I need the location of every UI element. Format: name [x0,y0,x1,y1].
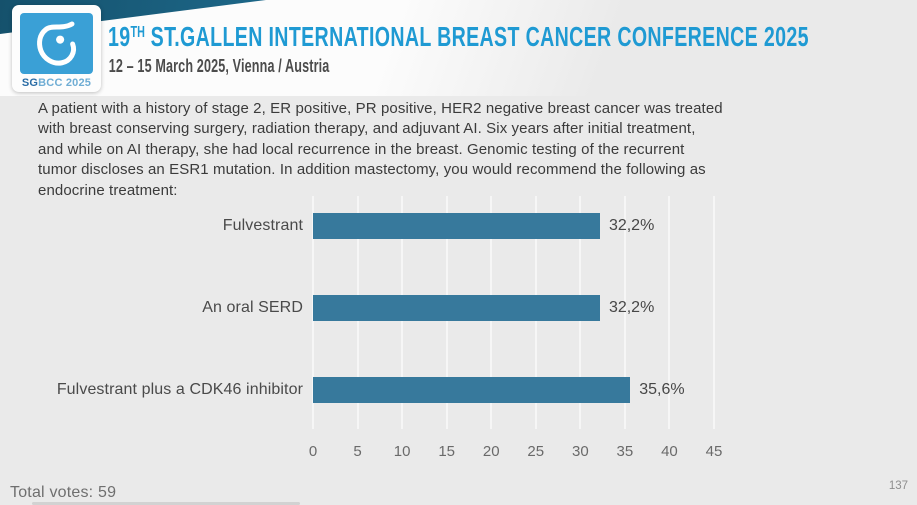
logo-text-rest: BCC 2025 [38,77,92,89]
x-axis-tick-label: 0 [308,443,318,460]
title-number: 19 [108,21,131,52]
conference-title: 19TH ST.GALLEN INTERNATIONAL BREAST CANC… [108,21,809,53]
category-label-fulvestrant: Fulvestrant [222,217,303,234]
conference-header: SGBCC 2025 19TH ST.GALLEN INTERNATIONAL … [0,0,917,96]
gridline [668,196,671,429]
slide-page-number: 137 [888,480,908,492]
chart-bar-fulvestrant [313,213,600,239]
logo-text-sg: SG [21,77,39,89]
x-axis-tick-label: 20 [482,443,500,460]
total-votes-label: Total votes: 59 [10,484,117,501]
chart-bar-an-oral-serd [313,295,600,321]
value-label-an-oral-serd: 32,2% [608,299,655,316]
gridline [713,196,715,429]
x-axis-tick-label: 15 [438,443,455,460]
x-axis-tick-label: 5 [353,443,362,460]
title-block: 19TH ST.GALLEN INTERNATIONAL BREAST CANC… [108,21,809,77]
x-axis-tick-label: 40 [661,443,678,460]
plot-area: 0 5 10 15 20 25 30 35 40 45 32,2% 32,2% 35,6% [309,196,722,460]
x-axis-tick-label: 25 [527,443,545,460]
sgbcc-logo: SGBCC 2025 [12,5,101,92]
x-axis-tick-label: 35 [616,443,634,460]
x-axis-tick-label: 30 [571,443,589,460]
gridline [623,196,626,429]
title-text: ST.GALLEN INTERNATIONAL BREAST CANCER CO… [144,21,809,52]
category-label-fulvestrant-plus-a-cdk46-inhibitor: Fulvestrant plus a CDK46 inhibitor [56,381,303,398]
white-diagonal-wedge [0,0,917,96]
x-axis-tick-label: 45 [705,443,723,460]
bottom-cutoff-line [32,502,300,505]
sgbcc-logo-label: SGBCC 2025 [12,77,101,89]
chart-bar-fulvestrant-plus-a-cdk46-inhibitor [313,377,631,403]
sgbcc-breast-icon [20,13,93,74]
category-label-an-oral-serd: An oral SERD [202,299,303,316]
title-superscript: TH [130,24,145,41]
conference-dates: 12 – 15 March 2025, Vienna / Austria [108,56,330,76]
value-label-fulvestrant: 32,2% [608,217,655,234]
poll-results-chart: 0 5 10 15 20 25 30 35 40 45 32,2% 32,2% 35,6% Fulves… [0,196,917,476]
value-label-fulvestrant-plus-a-cdk46-inhibitor: 35,6% [639,381,685,398]
poll-question-text: A patient with a history of stage 2, ER … [38,100,723,199]
x-axis-tick-label: 10 [393,443,411,460]
